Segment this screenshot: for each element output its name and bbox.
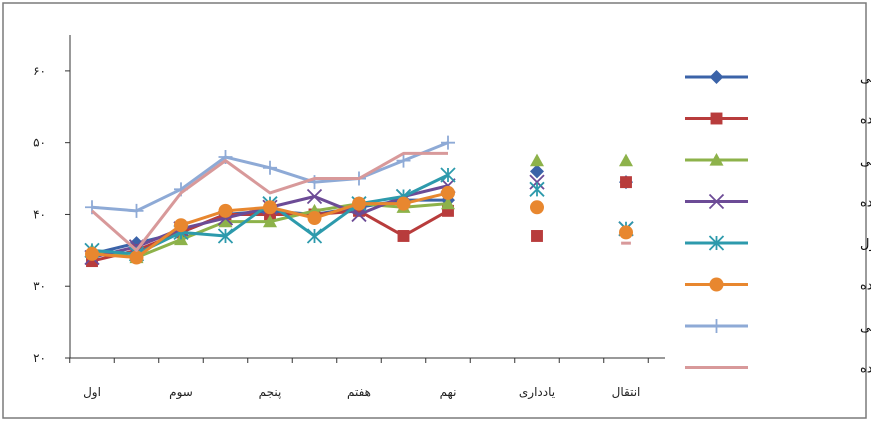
x-tick-label: پنجم [259,385,282,399]
data-point [619,153,633,167]
chart-border [2,2,867,419]
data-point [351,206,367,223]
data-point [441,185,455,200]
legend-item: ثابت خودکنترلی [685,319,871,335]
data-point [218,203,233,218]
data-point [129,203,144,218]
data-point [441,196,455,210]
data-point [530,200,544,215]
data-point [174,218,188,233]
data-point [529,174,545,190]
legend-label: تصادفی خودکنترلی [860,71,871,86]
axes: ۲۰ ۳۰ ۴۰ ۵۰ ۶۰ اول سوم پنجم هفتم نهم یادداری انتقال [33,35,665,400]
legend-marker [709,153,724,166]
data-point [264,208,276,221]
data-point [531,230,543,242]
legend-marker [708,235,725,251]
data-point [441,135,455,150]
y-tick-label: ۵۰ [33,136,46,150]
x-tick-label: هفتم [347,385,371,399]
data-point [620,176,632,189]
y-tick-label: ۶۰ [33,64,46,78]
y-tick-label: ۲۰ [33,351,46,365]
y-tick-label: ۴۰ [33,207,46,221]
legend-marker [710,112,723,125]
data-point [129,250,144,265]
data-point [396,153,411,168]
data-point [396,196,411,211]
data-point [306,228,323,244]
legend-label: مسدود جفت شده [860,279,871,294]
data-point [440,167,456,183]
x-tick-label: یادداری [519,385,555,400]
legend-item: مسدود جفت شده [685,277,871,294]
legend-label: مسدود خودکنترل [860,237,871,252]
series-7 [85,135,455,218]
legend-label: ثابت جفت شده [860,362,871,377]
legend-marker [709,319,724,333]
data-point [442,204,454,217]
data-point [218,214,233,228]
legend-label: تصادفی جفت شده [860,113,871,128]
series-6 [85,185,633,265]
data-point [85,246,99,261]
data-point [353,204,365,217]
data-point [306,188,323,205]
data-point [529,181,545,197]
legend-label: سریالی خودکنترلی [860,154,871,169]
data-point [352,196,366,211]
data-point [263,200,277,215]
y-tick-label: ۳۰ [33,279,46,293]
data-point [307,211,322,226]
data-point [397,230,410,242]
x-tick-label: نهم [440,385,457,399]
data-point [263,160,277,175]
legend-item: ثابت جفت شده [685,362,871,377]
series-line [91,151,448,252]
data-point [530,164,544,179]
legend-marker [709,70,724,84]
data-point [217,228,234,244]
data-point [619,225,633,240]
legend-label: سریالی جفت شده [860,196,871,211]
data-point [530,153,544,167]
series-8 [91,151,631,252]
series-2 [86,176,632,268]
x-tick-label: اول [83,385,101,400]
legend-item: تصادفی خودکنترلی [685,70,871,86]
legend-item: سریالی خودکنترلی [685,153,871,169]
series-4 [84,174,634,266]
x-tick-label: انتقال [612,385,641,399]
legend-marker [709,277,724,292]
data-point [263,214,277,228]
legend-label: ثابت خودکنترلی [860,320,871,335]
series-layer [84,135,634,268]
legend-item: سریالی جفت شده [685,193,871,211]
legend-item: تصادفی جفت شده [685,113,871,128]
legend-item: مسدود خودکنترل [685,235,871,252]
legend-marker [708,193,725,210]
legend: تصادفی خودکنترلی تصادفی جفت شده سریالی خود… [685,70,871,377]
x-tick-label: سوم [169,385,193,400]
data-point [86,255,98,268]
